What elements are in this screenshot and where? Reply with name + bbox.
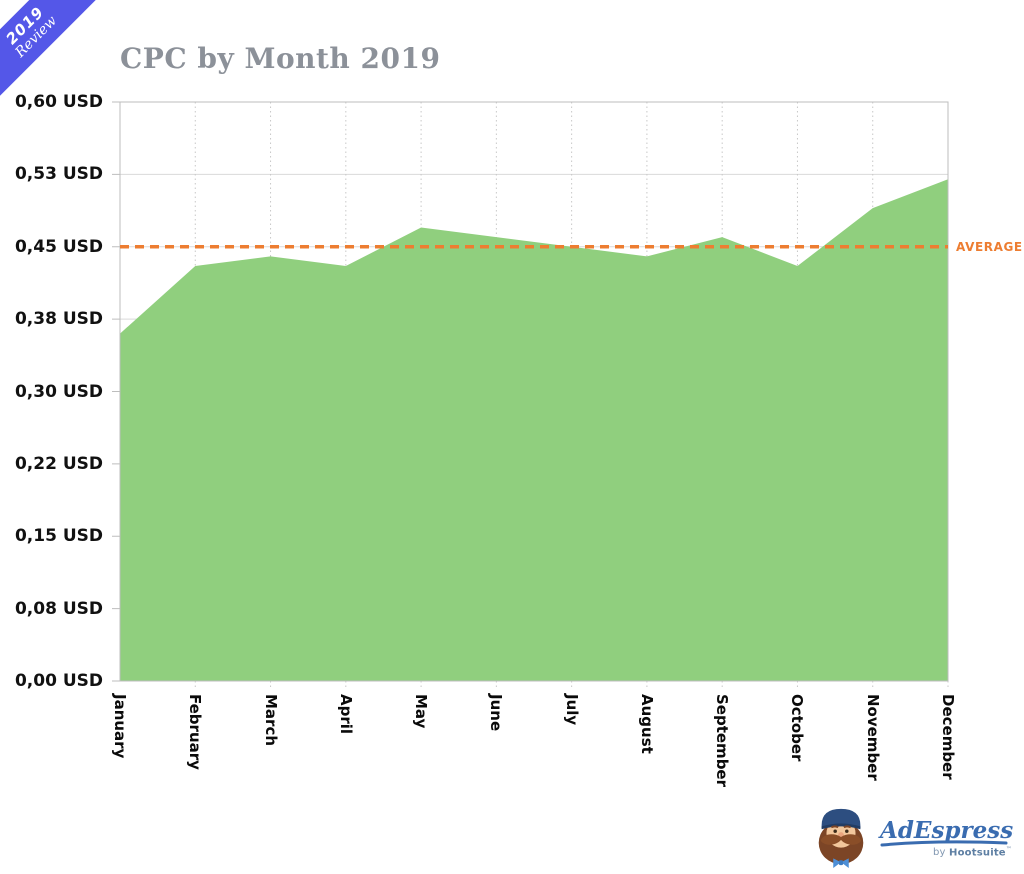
y-axis-tick-label: 0,15 USD xyxy=(14,526,103,547)
barista-mascot-icon xyxy=(818,808,864,868)
y-axis-tick-label: 0,08 USD xyxy=(14,598,103,619)
x-axis-month-label: June xyxy=(487,694,506,732)
x-axis-month-label: August xyxy=(637,694,656,754)
y-axis-tick-label: 0,53 USD xyxy=(14,164,103,185)
y-axis-tick-label: 0,22 USD xyxy=(14,453,103,474)
y-axis-tick-label: 0,38 USD xyxy=(14,309,103,330)
cpc-area-series xyxy=(120,179,948,681)
adespresso-brand-text: AdEspresso xyxy=(878,817,1014,844)
y-axis-tick-label: 0,00 USD xyxy=(14,671,103,691)
x-axis-month-label: September xyxy=(713,694,732,787)
x-axis-month-label: April xyxy=(336,694,355,735)
x-axis-month-label: October xyxy=(788,694,807,762)
average-line-label: AVERAGE xyxy=(956,239,1023,254)
x-axis-month-label: May xyxy=(412,694,431,729)
byline-hootsuite: by Hootsuite™ xyxy=(932,846,1012,859)
wordmark-underline-swash xyxy=(880,840,1008,847)
x-axis-month-label: March xyxy=(261,694,280,747)
adespresso-wordmark: AdEspresso by Hootsuite™ xyxy=(878,812,1024,862)
x-axis-month-label: January xyxy=(111,694,129,759)
x-axis-month-label: November xyxy=(863,694,882,781)
x-axis-month-label: February xyxy=(186,694,205,770)
y-axis-tick-label: 0,30 USD xyxy=(14,381,103,402)
y-axis-tick-label: 0,60 USD xyxy=(14,92,103,112)
chart-title: CPC by Month 2019 xyxy=(120,42,441,75)
adespresso-logo: AdEspresso by Hootsuite™ xyxy=(810,804,1024,870)
x-axis-month-label: July xyxy=(562,694,581,726)
x-axis-month-label: December xyxy=(939,694,957,780)
y-axis-tick-label: 0,45 USD xyxy=(14,236,103,257)
